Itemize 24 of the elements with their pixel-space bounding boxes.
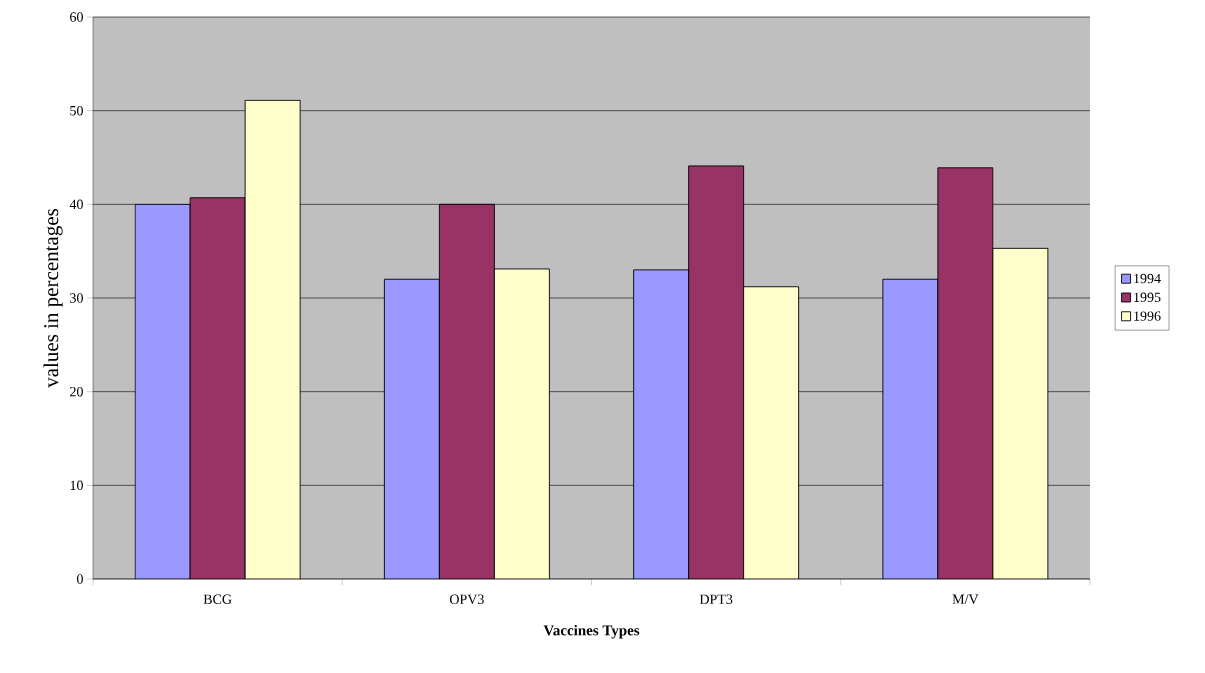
y-tick-label: 10 (70, 480, 83, 491)
y-tick-label: 50 (70, 105, 83, 116)
bar (244, 99, 301, 579)
bar (937, 167, 994, 579)
bar (688, 165, 745, 579)
y-axis-title: values in percentages (43, 208, 63, 388)
x-tick-label: OPV3 (449, 594, 484, 605)
x-axis-title: Vaccines Types (543, 624, 640, 639)
y-tick-label: 60 (70, 12, 83, 22)
y-tick-label: 40 (69, 199, 83, 210)
legend-label: 1994 (1134, 273, 1161, 284)
bar (438, 203, 495, 579)
bar (743, 286, 800, 579)
bar (189, 197, 246, 579)
x-tick-label: BCG (203, 594, 232, 604)
y-tick-label: 0 (77, 574, 83, 584)
x-tick-label: DPT3 (699, 594, 733, 604)
legend-label: 1995 (1134, 292, 1161, 303)
legend-label: 1996 (1134, 311, 1161, 321)
bar (992, 247, 1049, 579)
y-tick-label: 30 (70, 293, 83, 303)
x-tick-label: M/V (952, 594, 979, 604)
bar (493, 268, 550, 579)
y-tick-label: 20 (70, 386, 83, 397)
